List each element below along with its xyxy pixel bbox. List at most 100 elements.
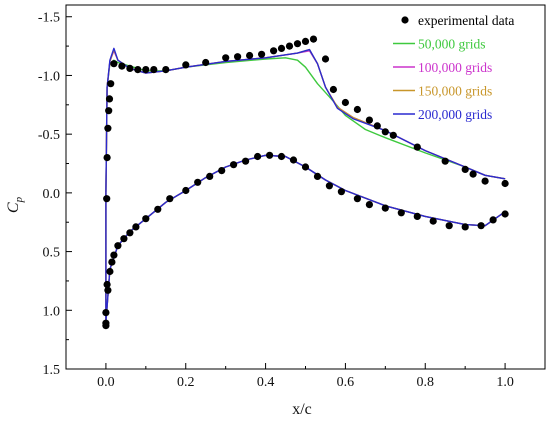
experimental-point: [353, 105, 361, 114]
experimental-point: [445, 222, 453, 230]
experimental-point: [114, 242, 122, 250]
experimental-point: [182, 186, 190, 195]
experimental-point: [108, 258, 116, 266]
experimental-point: [162, 66, 170, 74]
experimental-point: [461, 165, 469, 173]
legend: experimental data 50,000 grids 100,000 gri…: [393, 13, 514, 122]
y-axis-title-sub: p: [13, 196, 25, 203]
experimental-point: [365, 201, 373, 209]
experimental-point: [337, 188, 345, 196]
experimental-point: [365, 116, 373, 124]
experimental-point: [477, 222, 485, 230]
y-tick-label: -1.0: [38, 69, 60, 84]
experimental-point: [107, 80, 115, 88]
experimental-point: [258, 50, 266, 58]
experimental-point: [293, 40, 302, 48]
experimental-point: [381, 204, 389, 212]
legend-label-experimental: experimental data: [418, 13, 514, 28]
x-tick-label: 0.0: [97, 375, 115, 390]
legend-label-150-000-grids: 150,000 grids: [418, 84, 492, 99]
experimental-point: [234, 53, 242, 61]
axis-ticks: 0.0 0.2 0.4 0.6 0.8 1.0 -1.5 -1.0 -0.5 0.0 0.5 1.0 1…: [38, 11, 546, 390]
series-200-000-grids-upper: [105, 47, 506, 193]
experimental-point: [105, 107, 113, 115]
legend-label-50-000-grids: 50,000 grids: [418, 37, 486, 52]
x-tick-label: 1.0: [496, 375, 514, 390]
experimental-point: [120, 235, 128, 243]
experimental-point: [341, 98, 349, 107]
y-tick-label: 1.5: [43, 363, 61, 378]
experimental-point: [301, 37, 310, 46]
experimental-point: [154, 205, 162, 213]
experimental-point: [110, 251, 118, 259]
y-tick-label: 0.5: [43, 246, 61, 261]
experimental-point: [353, 195, 361, 203]
experimental-point: [441, 157, 449, 165]
experimental-point: [222, 54, 230, 62]
series-100-000-grids-lower: [105, 154, 506, 323]
y-axis-title: Cp: [5, 196, 25, 213]
experimental-point: [329, 85, 337, 94]
experimental-point: [289, 156, 298, 164]
experimental-point: [266, 151, 274, 159]
experimental-point: [270, 47, 278, 55]
experimental-point: [397, 209, 405, 217]
experimental-point: [218, 167, 226, 175]
experimental-point: [277, 44, 286, 53]
experimental-point: [389, 131, 397, 139]
experimental-point: [104, 286, 112, 294]
experimental-point: [285, 42, 294, 50]
experimental-point: [301, 163, 310, 171]
experimental-point: [102, 309, 110, 317]
experimental-point: [277, 152, 286, 161]
experimental-point: [246, 51, 254, 60]
x-tick-label: 0.2: [177, 375, 195, 390]
experimental-point: [230, 161, 238, 169]
experimental-point: [206, 172, 214, 180]
experimental-point: [166, 195, 174, 203]
x-axis-title: x/c: [292, 401, 312, 418]
experimental-point: [461, 223, 469, 231]
experimental-point: [150, 66, 158, 74]
series-150-000-grids-lower: [105, 154, 506, 323]
series-50-000-grids-lower: [105, 154, 506, 323]
x-tick-label: 0.8: [417, 375, 435, 390]
experimental-point: [105, 95, 114, 103]
experimental-point: [103, 154, 111, 162]
experimental-point: [313, 172, 322, 180]
experimental-point: [103, 280, 111, 289]
legend-label-100-000-grids: 100,000 grids: [418, 60, 492, 75]
experimental-point: [103, 195, 111, 203]
experimental-point: [501, 179, 509, 188]
experimental-point: [469, 170, 477, 178]
experimental-point: [373, 122, 381, 130]
experimental-point: [381, 128, 389, 136]
experimental-point: [104, 124, 112, 132]
x-tick-label: 0.4: [257, 375, 275, 390]
experimental-point: [481, 177, 489, 185]
experimental-point: [413, 212, 421, 220]
y-tick-label: -1.5: [38, 11, 60, 26]
experimental-point: [242, 157, 250, 165]
experimental-point: [182, 61, 190, 69]
experimental-point: [142, 66, 150, 74]
experimental-point: [254, 152, 262, 161]
experimental-point: [413, 143, 421, 151]
series-50-000-grids-upper: [105, 57, 506, 193]
experimental-point: [106, 267, 114, 276]
y-axis-title-main: C: [5, 202, 22, 213]
experimental-point: [325, 182, 333, 190]
experimental-point: [309, 35, 318, 43]
legend-marker-experimental: [401, 16, 409, 24]
y-tick-label: -0.5: [38, 128, 60, 143]
experimental-points: [102, 35, 509, 330]
experimental-point: [132, 223, 140, 231]
experimental-point: [194, 178, 202, 186]
y-tick-label: 0.0: [43, 187, 61, 202]
series-200-000-grids-lower: [105, 154, 506, 323]
experimental-point: [110, 60, 118, 68]
experimental-point: [102, 319, 110, 327]
svg-text:Cp: Cp: [5, 196, 25, 213]
experimental-point: [202, 58, 210, 67]
